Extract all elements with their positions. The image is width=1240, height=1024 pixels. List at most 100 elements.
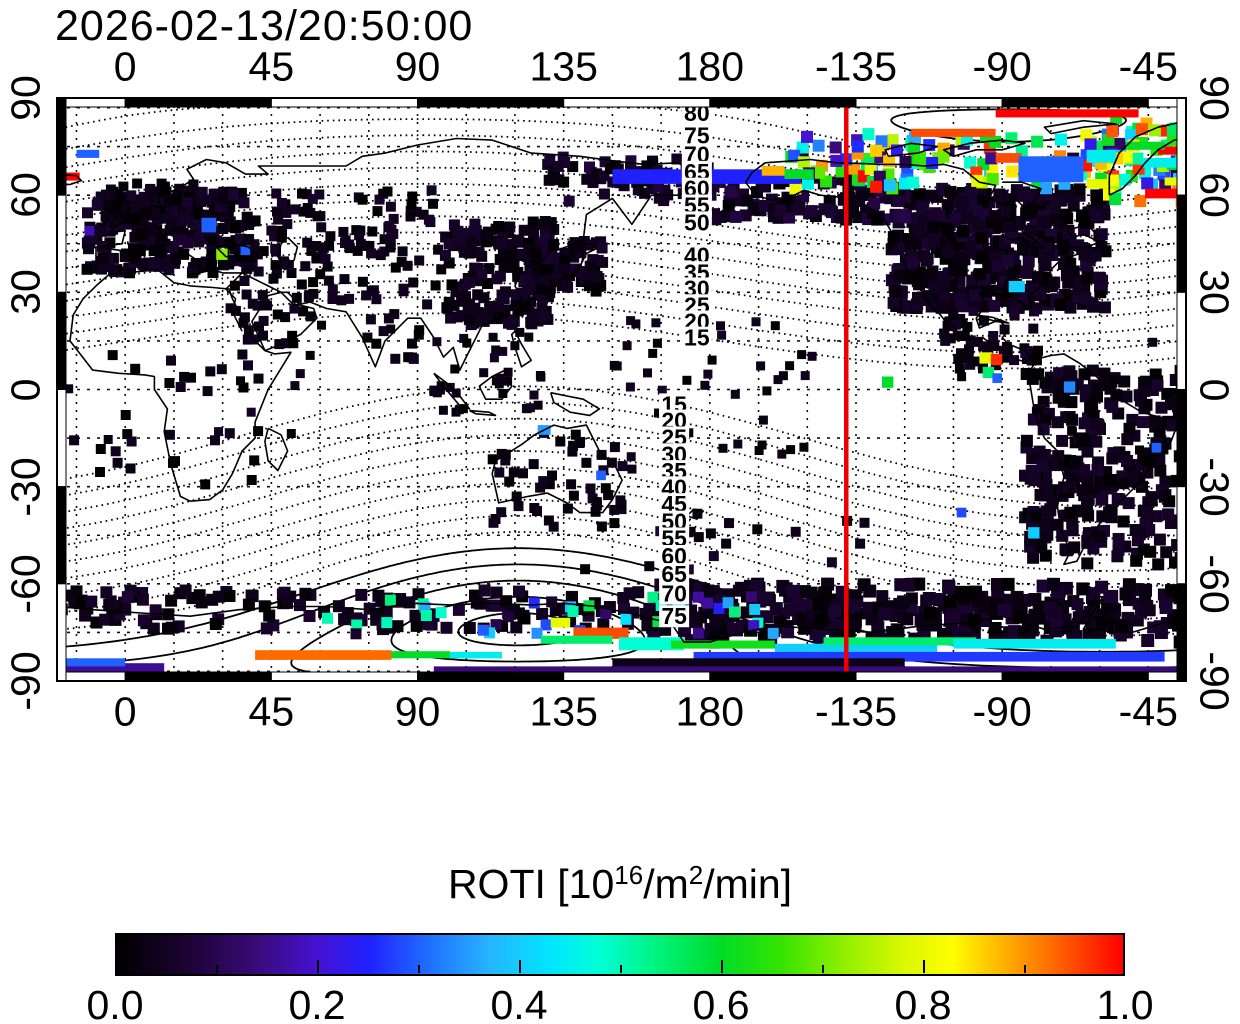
data-cell	[177, 205, 188, 216]
data-cell	[1034, 489, 1047, 501]
data-cell	[224, 201, 236, 212]
zebra-segment	[1176, 194, 1187, 293]
zebra-segment	[563, 97, 711, 108]
data-cell	[179, 371, 190, 382]
data-cell	[870, 180, 883, 193]
contour-labels: 8075706560555040353025201515202530354045…	[659, 105, 712, 629]
data-cell	[568, 440, 579, 451]
contour-label-halo	[681, 277, 712, 300]
colorbar-tick	[216, 965, 218, 973]
data-band	[784, 169, 814, 179]
data-cell	[340, 238, 350, 248]
data-cell	[956, 349, 967, 360]
contour-label-halo	[659, 563, 690, 586]
magnetic-latitude-contour	[424, 182, 1179, 240]
data-cell	[103, 435, 113, 444]
data-cell	[305, 207, 316, 218]
top-tick-label: 180	[675, 43, 745, 90]
top-tick-label: -90	[972, 43, 1032, 90]
data-cell	[238, 197, 250, 209]
data-cell	[1001, 577, 1015, 591]
data-cell	[1006, 165, 1019, 178]
data-cell	[986, 173, 999, 185]
data-cell	[1121, 455, 1133, 467]
data-cell	[1090, 209, 1103, 222]
data-cell	[137, 194, 148, 205]
magnetic-latitude-contour	[424, 280, 1179, 338]
data-cell	[894, 269, 907, 282]
data-cell	[539, 225, 551, 237]
data-cell	[188, 179, 199, 190]
data-cell	[1009, 355, 1020, 366]
contour-label-halo	[681, 211, 712, 234]
data-cell	[239, 276, 250, 286]
data-cell	[758, 415, 768, 425]
data-cell	[170, 253, 181, 265]
data-cell	[787, 584, 800, 598]
data-cell	[350, 628, 362, 640]
data-cell	[1084, 250, 1097, 263]
data-cell	[847, 599, 861, 613]
data-cell	[258, 600, 271, 613]
magnetic-latitude-contour	[64, 312, 424, 352]
contour-label-halo	[681, 244, 712, 267]
data-cell	[239, 312, 250, 323]
coastline	[744, 181, 1101, 363]
data-cell	[462, 338, 472, 348]
data-cell	[956, 300, 969, 313]
data-cell	[190, 258, 202, 269]
data-cell	[513, 585, 525, 598]
data-cell	[954, 363, 965, 374]
data-cell	[1140, 599, 1154, 613]
data-cell	[308, 277, 319, 288]
colorbar-title-suffix: /min]	[703, 861, 793, 907]
data-band	[76, 149, 100, 158]
data-cell	[925, 269, 937, 282]
data-cell	[535, 482, 546, 493]
data-cell	[1154, 626, 1168, 639]
data-cell	[777, 449, 787, 459]
data-cell	[581, 457, 592, 468]
data-cell	[1020, 368, 1033, 380]
data-cell	[658, 195, 670, 207]
data-cell	[126, 190, 137, 201]
data-cell	[659, 184, 671, 196]
data-cell	[617, 461, 628, 472]
data-cell	[570, 429, 581, 440]
data-cell	[484, 303, 496, 315]
data-cell	[1161, 387, 1174, 400]
data-cell	[478, 584, 491, 597]
data-cell	[276, 232, 287, 243]
data-cell	[544, 479, 555, 490]
data-cell	[693, 532, 704, 543]
data-cell	[596, 449, 607, 460]
data-cell	[535, 371, 545, 380]
data-cell	[357, 194, 368, 205]
data-cell	[1065, 396, 1078, 409]
data-cell	[386, 224, 397, 235]
data-cell	[1153, 533, 1166, 546]
data-cell	[960, 210, 973, 223]
data-cell	[883, 179, 896, 192]
coastline	[686, 508, 705, 520]
data-cell	[1095, 493, 1108, 506]
data-cell	[168, 241, 180, 252]
data-cell	[1079, 292, 1092, 305]
data-cell	[531, 627, 543, 639]
data-cell	[83, 235, 95, 247]
data-cell	[985, 152, 998, 165]
bottom-tick-label: 0	[113, 688, 137, 735]
data-cell	[1028, 593, 1042, 606]
data-cell	[107, 599, 120, 612]
contour-label-halo	[659, 493, 690, 516]
data-cell	[1066, 413, 1079, 426]
data-cell	[100, 189, 111, 200]
colorbar-tick-label: 0.6	[692, 982, 750, 1024]
data-cell	[965, 359, 976, 370]
data-cell	[1081, 498, 1093, 511]
zebra-segment	[1176, 583, 1187, 682]
contour-label-halo	[681, 194, 712, 217]
data-cell	[433, 244, 444, 255]
magnetic-latitude-contour	[64, 433, 519, 530]
data-cell	[428, 198, 438, 209]
